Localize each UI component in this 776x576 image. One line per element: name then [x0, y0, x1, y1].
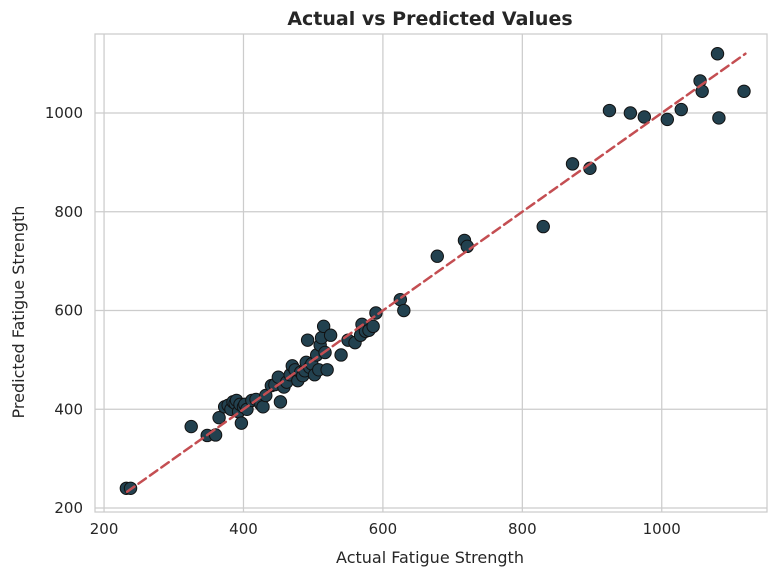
- data-point: [366, 319, 380, 334]
- data-point: [369, 306, 383, 320]
- data-point: [430, 249, 444, 263]
- data-point: [316, 319, 331, 334]
- data-point: [660, 112, 675, 127]
- data-point: [737, 84, 751, 98]
- y-tick-label: 1000: [45, 104, 83, 122]
- data-point: [256, 400, 270, 414]
- x-axis-label: Actual Fatigue Strength: [336, 548, 524, 567]
- data-points: [119, 47, 751, 495]
- grid-lines: [95, 34, 767, 512]
- data-point: [323, 328, 338, 342]
- data-point: [273, 395, 288, 409]
- data-point: [300, 333, 315, 347]
- data-point: [602, 103, 617, 118]
- x-tick-label: 200: [90, 520, 119, 538]
- data-point: [334, 348, 348, 362]
- y-tick-label: 200: [54, 499, 83, 517]
- data-point: [637, 110, 652, 124]
- reference-line: [125, 52, 747, 494]
- plot-frame: [94, 33, 768, 513]
- data-point: [710, 47, 725, 61]
- x-axis-ticks: 200 400 600 800 1000: [90, 520, 681, 538]
- data-point: [320, 363, 334, 377]
- y-tick-label: 400: [54, 400, 83, 418]
- y-tick-label: 600: [54, 302, 83, 320]
- data-point: [623, 106, 638, 120]
- x-tick-label: 1000: [643, 520, 681, 538]
- x-tick-label: 400: [229, 520, 258, 538]
- x-tick-label: 800: [508, 520, 537, 538]
- data-point: [184, 419, 198, 434]
- data-point: [212, 410, 226, 425]
- data-point: [712, 111, 726, 125]
- x-tick-label: 600: [369, 520, 398, 538]
- chart-title: Actual vs Predicted Values: [287, 8, 572, 30]
- y-axis-label: Predicted Fatigue Strength: [9, 206, 28, 419]
- data-point: [397, 303, 411, 318]
- data-point: [536, 219, 550, 234]
- y-tick-label: 800: [54, 203, 83, 221]
- y-axis-ticks: 200 400 600 800 1000: [45, 104, 83, 517]
- data-point: [565, 157, 580, 171]
- data-point: [234, 416, 249, 430]
- data-point: [674, 102, 688, 117]
